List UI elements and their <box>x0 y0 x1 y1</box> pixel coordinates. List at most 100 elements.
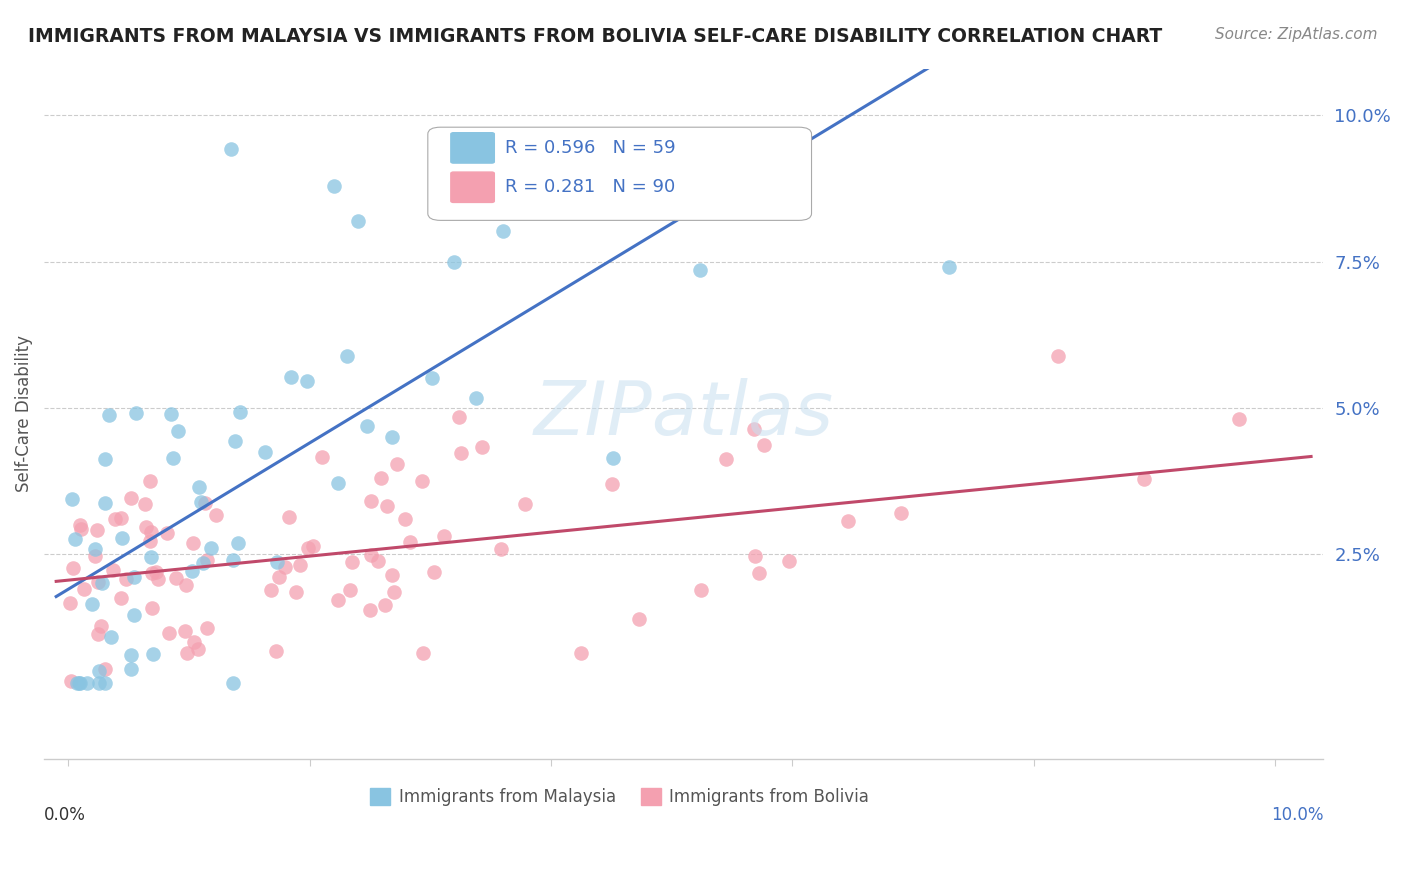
Point <box>297 541 319 556</box>
Point <box>228 404 250 418</box>
Point <box>141 566 163 580</box>
Point <box>167 424 190 438</box>
Point <box>80 597 103 611</box>
FancyBboxPatch shape <box>451 133 495 163</box>
Point <box>328 476 350 491</box>
Point <box>595 178 617 193</box>
Point <box>284 585 307 599</box>
Text: IMMIGRANTS FROM MALAYSIA VS IMMIGRANTS FROM BOLIVIA SELF-CARE DISABILITY CORRELA: IMMIGRANTS FROM MALAYSIA VS IMMIGRANTS F… <box>28 27 1163 45</box>
Point <box>301 539 323 553</box>
Point <box>69 518 91 533</box>
Point <box>1047 349 1070 363</box>
Point <box>714 451 737 466</box>
Point <box>148 573 170 587</box>
Point <box>280 370 302 384</box>
Point <box>340 555 363 569</box>
Text: ZIPatlas: ZIPatlas <box>533 377 834 450</box>
Point <box>159 407 181 421</box>
Point <box>122 607 145 622</box>
Point <box>86 524 108 538</box>
Point <box>602 450 624 465</box>
Point <box>264 644 287 658</box>
Point <box>367 554 389 568</box>
Point <box>222 552 245 566</box>
Point <box>183 635 205 649</box>
Point <box>115 572 138 586</box>
Point <box>336 349 359 363</box>
Point <box>226 535 249 549</box>
Point <box>394 512 416 526</box>
Point <box>59 596 82 610</box>
Point <box>176 646 198 660</box>
Point <box>381 429 404 443</box>
Point <box>187 641 209 656</box>
Point <box>156 526 179 541</box>
Point <box>260 582 283 597</box>
Point <box>356 419 378 434</box>
Point <box>89 619 111 633</box>
Point <box>139 474 162 488</box>
Point <box>311 450 333 464</box>
Point <box>66 675 89 690</box>
Point <box>134 497 156 511</box>
Point <box>398 535 420 549</box>
Point <box>1324 544 1347 558</box>
Point <box>370 471 392 485</box>
Point <box>60 491 83 506</box>
Point <box>471 441 494 455</box>
Point <box>219 142 242 156</box>
Point <box>83 549 105 563</box>
Point <box>195 622 218 636</box>
Point <box>110 591 132 606</box>
Point <box>360 494 382 508</box>
Point <box>627 612 650 626</box>
Point <box>266 555 288 569</box>
Point <box>87 664 110 678</box>
Point <box>1227 412 1250 426</box>
Point <box>194 496 217 510</box>
Point <box>191 556 214 570</box>
Point <box>666 153 689 167</box>
Point <box>569 646 592 660</box>
FancyBboxPatch shape <box>427 128 811 220</box>
Point <box>295 374 318 388</box>
Point <box>837 514 859 528</box>
Point <box>326 593 349 607</box>
Point <box>122 570 145 584</box>
Point <box>602 477 624 491</box>
Point <box>274 560 297 574</box>
Point <box>111 531 134 545</box>
Y-axis label: Self-Care Disability: Self-Care Disability <box>15 335 32 492</box>
Point <box>97 408 120 422</box>
Point <box>411 475 433 489</box>
Point <box>120 648 142 662</box>
Point <box>1133 472 1156 486</box>
Point <box>253 445 276 459</box>
Point <box>420 371 443 385</box>
Point <box>443 254 465 268</box>
Point <box>94 496 117 510</box>
Point <box>374 598 396 612</box>
Point <box>174 578 197 592</box>
Point <box>141 600 163 615</box>
Text: Source: ZipAtlas.com: Source: ZipAtlas.com <box>1215 27 1378 42</box>
Point <box>73 582 96 597</box>
Point <box>565 170 588 185</box>
Point <box>382 585 405 599</box>
Point <box>433 529 456 543</box>
Point <box>142 647 165 661</box>
Point <box>190 495 212 509</box>
Text: 10.0%: 10.0% <box>1271 805 1323 823</box>
Point <box>87 626 110 640</box>
Point <box>938 260 960 275</box>
Point <box>100 630 122 644</box>
Text: R = 0.281   N = 90: R = 0.281 N = 90 <box>505 178 675 196</box>
Point <box>93 675 115 690</box>
Point <box>890 506 912 520</box>
Point <box>76 675 98 690</box>
FancyBboxPatch shape <box>451 172 495 202</box>
Point <box>288 558 311 572</box>
Point <box>87 575 110 590</box>
Point <box>145 565 167 579</box>
Point <box>744 549 766 564</box>
